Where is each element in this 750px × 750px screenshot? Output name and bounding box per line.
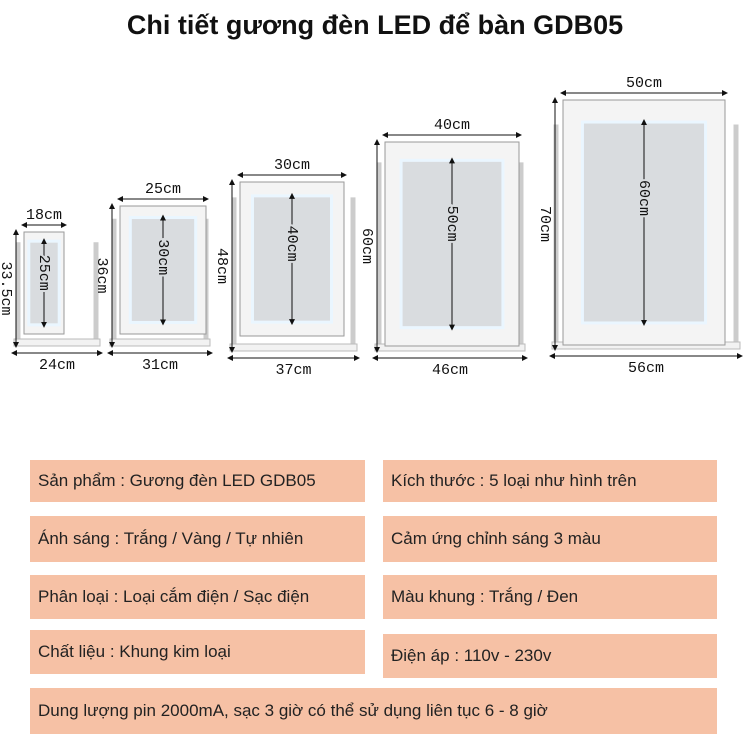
glass-height-label: 30cm [154, 239, 171, 275]
spec-box: Chất liệu : Khung kim loại [30, 630, 365, 674]
spec-box: Màu khung : Trắng / Đen [383, 575, 717, 619]
spec-box: Sản phẩm : Gương đèn LED GDB05 [30, 460, 365, 502]
spec-box: Dung lượng pin 2000mA, sạc 3 giờ có thể … [30, 688, 717, 734]
width-label: 18cm [26, 207, 62, 224]
base-width-label: 31cm [142, 357, 178, 374]
glass-height-label: 60cm [635, 180, 652, 216]
height-label: 36cm [93, 257, 110, 293]
height-label: 33.5cm [0, 261, 14, 315]
spec-box: Phân loại : Loại cắm điện / Sạc điện [30, 575, 365, 619]
mirror-diagram: 18cm 33.5cm 25cm 24cm 25cm 36cm 30cm 31cm 30cm 48… [0, 75, 743, 379]
width-label: 40cm [434, 117, 470, 134]
base-width-label: 24cm [39, 357, 75, 374]
base-width-label: 46cm [432, 362, 468, 379]
width-label: 30cm [274, 157, 310, 174]
glass-height-label: 40cm [283, 226, 300, 262]
spec-box: Kích thước : 5 loại như hình trên [383, 460, 717, 502]
height-label: 60cm [358, 228, 375, 264]
height-label: 48cm [213, 248, 230, 284]
glass-height-label: 50cm [443, 206, 460, 242]
glass-height-label: 25cm [35, 255, 52, 291]
width-label: 50cm [626, 75, 662, 92]
spec-box: Ánh sáng : Trắng / Vàng / Tự nhiên [30, 516, 365, 562]
base [13, 338, 101, 347]
spec-box: Cảm ứng chỉnh sáng 3 màu [383, 516, 717, 562]
base-width-label: 56cm [628, 360, 664, 377]
base-width-label: 37cm [275, 362, 311, 379]
title: Chi tiết gương đèn LED để bàn GDB05 [126, 10, 624, 40]
spec-box: Điện áp : 110v - 230v [383, 634, 717, 678]
base [109, 338, 211, 347]
base [229, 343, 358, 352]
width-label: 25cm [145, 181, 181, 198]
height-label: 70cm [536, 206, 553, 242]
